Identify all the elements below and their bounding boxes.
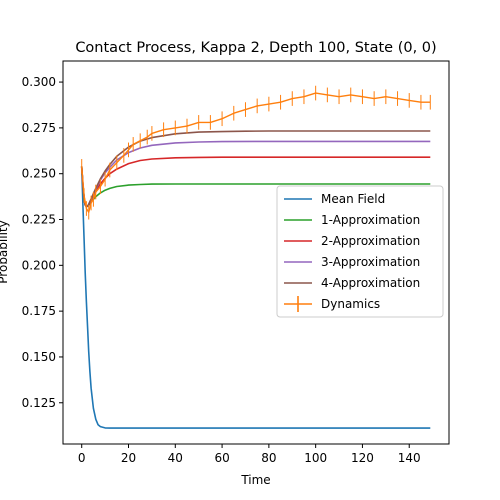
x-tick-label-60: 60 [214, 451, 229, 465]
y-axis: 0.125 0.150 0.175 0.200 0.225 0.250 0.275 0.300 [22, 75, 63, 410]
y-tick-label-0: 0.125 [22, 396, 56, 410]
y-tick-label-6: 0.275 [22, 121, 56, 135]
legend-label-2-approximation: 2-Approximation [321, 234, 420, 248]
plot-frame [62, 60, 450, 445]
legend-label-dynamics: Dynamics [321, 297, 380, 311]
x-tick-label-140: 140 [398, 451, 421, 465]
legend-box [276, 185, 444, 318]
y-tick-label-4: 0.225 [22, 213, 56, 227]
x-tick-label-80: 80 [261, 451, 276, 465]
legend: Mean Field 1-Approximation 2-Approximati… [276, 185, 444, 318]
series-dynamics-line [81, 92, 431, 213]
y-tick-label-7: 0.300 [22, 75, 56, 89]
legend-label-3-approximation: 3-Approximation [321, 255, 420, 269]
y-tick-label-3: 0.200 [22, 258, 56, 272]
legend-label-1-approximation: 1-Approximation [321, 213, 420, 227]
y-tick-label-2: 0.175 [22, 304, 56, 318]
chart-title: Contact Process, Kappa 2, Depth 100, Sta… [75, 40, 436, 56]
series-mean-field-line [80, 166, 431, 429]
x-axis-label: Time [240, 473, 270, 487]
legend-label-4-approximation: 4-Approximation [321, 276, 420, 290]
x-axis: 0 20 40 60 80 100 120 140 [78, 444, 421, 465]
x-tick-label-100: 100 [304, 451, 327, 465]
legend-entry-mean-field: Mean Field [284, 192, 385, 206]
legend-label-mean-field: Mean Field [321, 192, 385, 206]
y-axis-label: Probability [0, 220, 10, 283]
y-tick-label-5: 0.250 [22, 167, 56, 181]
series-layer [80, 85, 431, 429]
legend-entry-2-approximation: 2-Approximation [284, 234, 420, 248]
x-tick-label-0: 0 [78, 451, 86, 465]
legend-entry-1-approximation: 1-Approximation [284, 213, 420, 227]
x-tick-label-20: 20 [121, 451, 136, 465]
legend-entry-4-approximation: 4-Approximation [284, 276, 420, 290]
x-tick-label-120: 120 [351, 451, 374, 465]
legend-entry-3-approximation: 3-Approximation [284, 255, 420, 269]
y-tick-label-1: 0.150 [22, 350, 56, 364]
x-tick-label-40: 40 [168, 451, 183, 465]
legend-entry-dynamics: Dynamics [284, 296, 380, 312]
